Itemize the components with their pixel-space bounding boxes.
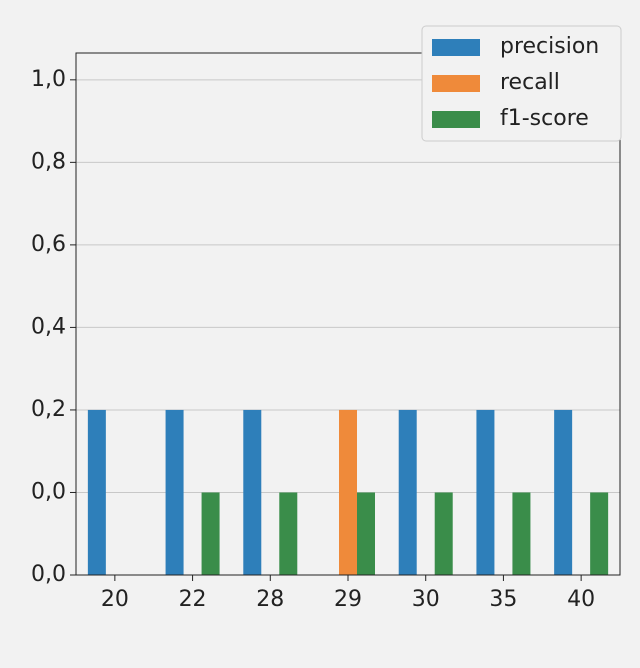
x-tick-label: 30 xyxy=(412,587,440,612)
y-tick-label: 0,8 xyxy=(31,149,66,174)
y-tick-label: 1,0 xyxy=(31,67,66,92)
legend-label: f1-score xyxy=(500,106,589,131)
y-tick-label: 0,2 xyxy=(31,397,66,422)
legend-swatch xyxy=(432,39,480,56)
x-tick-label: 35 xyxy=(489,587,517,612)
bar xyxy=(476,409,495,575)
bar xyxy=(434,492,453,575)
bar xyxy=(512,492,531,575)
x-tick-label: 28 xyxy=(256,587,284,612)
bar xyxy=(554,409,573,575)
axes-frame xyxy=(75,52,621,576)
y-tick-label: 0,6 xyxy=(31,232,66,257)
bar xyxy=(165,409,184,575)
x-tick-label: 29 xyxy=(334,587,362,612)
x-tick-label: 20 xyxy=(101,587,129,612)
bar xyxy=(339,409,357,575)
bar xyxy=(398,409,417,575)
y-tick-label: 0,0 xyxy=(31,562,66,587)
bar xyxy=(201,492,220,575)
x-tick-label: 40 xyxy=(567,587,595,612)
y-tick-label: 0,0 xyxy=(31,479,66,504)
y-tick-label: 0,4 xyxy=(31,314,66,339)
bar xyxy=(87,409,106,575)
x-tick-label: 22 xyxy=(179,587,207,612)
bar xyxy=(243,409,262,575)
bar xyxy=(279,492,298,575)
legend-label: recall xyxy=(500,70,560,95)
legend-swatch xyxy=(432,75,480,92)
legend-swatch xyxy=(432,111,480,128)
bar xyxy=(357,492,375,575)
bar xyxy=(590,492,609,575)
legend-label: precision xyxy=(500,34,599,59)
